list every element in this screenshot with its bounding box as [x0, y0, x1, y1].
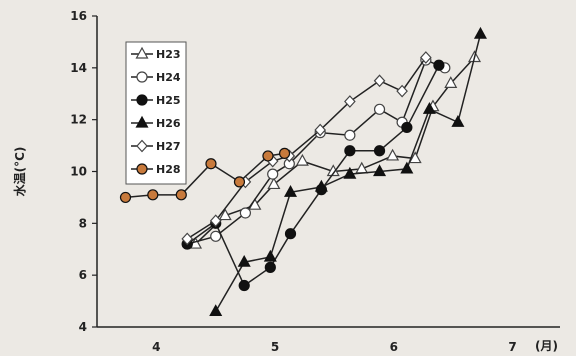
series-h28-point: [205, 158, 217, 170]
series-h26-point: [209, 304, 223, 317]
y-tick-label: 14: [70, 61, 87, 75]
legend-marker: [136, 94, 148, 106]
series-h24-point: [373, 103, 386, 115]
legend-entry-h27: H27: [131, 139, 181, 153]
x-ticks: 4 5 6 7: [152, 340, 517, 354]
series-h26-point: [263, 249, 277, 262]
legend-entry-h26: H26: [131, 115, 181, 130]
series-h26-point: [400, 161, 414, 174]
series-h26-point: [473, 26, 487, 39]
series-h23-point: [295, 153, 309, 166]
x-tick-label: 4: [152, 340, 160, 354]
series-h27: [181, 51, 432, 246]
series-h25: [181, 59, 445, 292]
x-tick-label: 7: [508, 340, 516, 354]
series-h24-point: [344, 129, 356, 141]
legend-marker: [135, 115, 149, 128]
series-h25-point: [401, 121, 413, 134]
series-h26-point: [283, 184, 298, 197]
series-h28-point: [233, 176, 246, 188]
legend-label: H25: [156, 94, 181, 107]
series-h26-point: [343, 166, 357, 179]
series-h25-point: [373, 145, 386, 157]
series-h28-point: [119, 191, 132, 204]
legend-marker: [135, 46, 149, 59]
series-h26: [209, 26, 487, 317]
series-h25-point: [238, 279, 250, 292]
series-h27-point: [344, 95, 356, 108]
series-h25-point: [433, 59, 445, 71]
series-h24-point: [239, 207, 251, 219]
x-tick-label: 6: [390, 340, 398, 354]
legend-label: H27: [156, 140, 181, 153]
series-h23-point: [267, 177, 281, 190]
series-h28-point: [175, 189, 187, 201]
y-tick-label: 16: [70, 9, 87, 23]
series-h23-line: [195, 56, 476, 245]
series-h27-line: [186, 57, 427, 240]
series-h25-line: [186, 64, 440, 287]
series-h27-point: [396, 84, 408, 98]
series-h24-point: [267, 168, 279, 180]
series-h23-point: [408, 151, 422, 164]
series-h26-point: [373, 164, 387, 177]
series-h23: [189, 50, 482, 249]
legend-box: [125, 41, 187, 185]
y-tick-label: 12: [70, 113, 87, 127]
legend-entry-h23: H23: [131, 46, 181, 61]
series-h23-point: [444, 76, 458, 88]
legend-entry-h24: H24: [131, 71, 181, 84]
y-axis-label: 水温(°C): [12, 147, 27, 197]
legend-marker: [136, 163, 148, 175]
series-group: [119, 26, 487, 317]
series-h27-point: [373, 74, 386, 88]
series-h26-point: [237, 254, 251, 267]
legend-marker: [136, 139, 148, 153]
x-axis-unit: (月): [535, 339, 558, 353]
series-h28-point: [147, 189, 159, 201]
series-h23-point: [218, 208, 232, 221]
y-ticks: 4 6 8 10 12 14 16: [70, 9, 97, 334]
series-h28-point: [262, 150, 274, 162]
legend-entry-h25: H25: [131, 94, 181, 107]
series-h24-point: [210, 230, 222, 242]
series-h26-point: [451, 115, 465, 127]
series-h27-point: [209, 214, 222, 228]
series-h25-point: [344, 145, 356, 157]
x-tick-label: 5: [271, 340, 279, 354]
series-h27-point: [181, 232, 194, 246]
series-h27-point: [420, 51, 432, 64]
legend-entry-h28: H28: [131, 163, 181, 176]
y-tick-label: 6: [79, 268, 87, 282]
legend-label: H23: [156, 48, 181, 61]
series-h25-point: [264, 261, 276, 273]
legend-marker: [136, 71, 148, 83]
legend-label: H28: [156, 163, 181, 176]
y-tick-label: 10: [70, 165, 87, 179]
series-h26-point: [422, 102, 436, 114]
series-h25-point: [284, 228, 297, 240]
legend: H23 H24 H25 H26 H27 H28: [125, 41, 187, 185]
legend-label: H24: [156, 71, 181, 84]
legend-label: H26: [156, 117, 181, 130]
series-h26-point: [314, 179, 328, 192]
y-tick-label: 4: [79, 320, 87, 334]
y-tick-label: 8: [79, 216, 87, 230]
series-h27-point: [314, 123, 327, 137]
series-h23-point: [386, 148, 400, 161]
series-h28-point: [278, 147, 291, 159]
series-h28: [119, 147, 291, 204]
